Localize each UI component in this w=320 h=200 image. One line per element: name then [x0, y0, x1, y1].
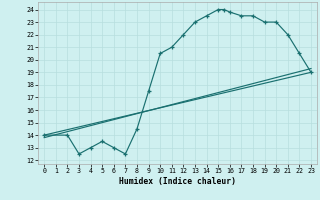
X-axis label: Humidex (Indice chaleur): Humidex (Indice chaleur) [119, 177, 236, 186]
